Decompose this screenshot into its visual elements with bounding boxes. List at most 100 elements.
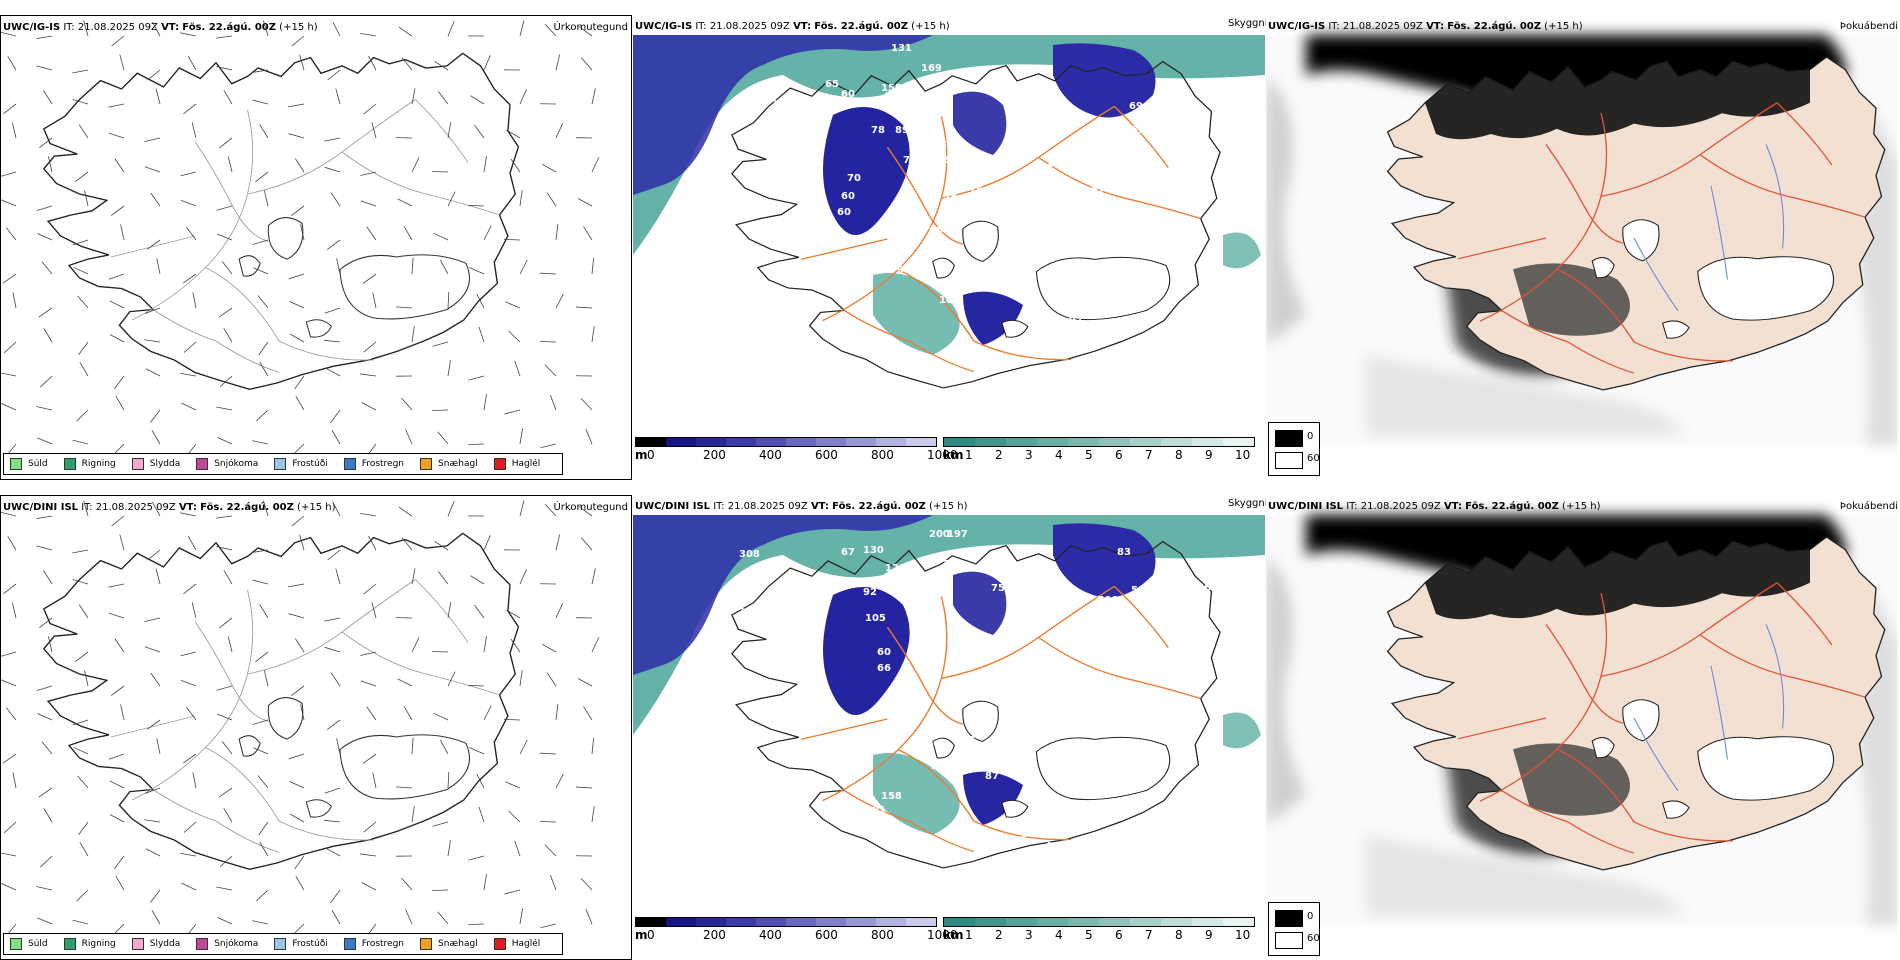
glacier-outline (239, 736, 260, 756)
colorbar-tick: 1 (965, 928, 973, 942)
glacier-outline (268, 698, 303, 740)
visibility-value: 66 (877, 663, 891, 674)
glacier-outline (306, 800, 331, 817)
legend-swatch (494, 458, 506, 470)
fog-legend-swatch (1275, 932, 1303, 949)
visibility-value: 72 (1171, 585, 1185, 596)
visibility-value: 158 (881, 791, 902, 802)
legend-swatch (274, 458, 286, 470)
glacier-outline (268, 218, 303, 260)
visibility-value: 261 (943, 559, 964, 570)
visibility-value: 83 (1117, 547, 1131, 558)
visibility-value: 103 (1053, 813, 1074, 824)
colorbar-tick: 9 (1205, 928, 1213, 942)
legend-swatch (132, 938, 144, 950)
legend-label: Frostúði (292, 939, 327, 949)
glacier-outline (340, 735, 470, 799)
precip-legend-item: Snæhagl (420, 458, 478, 470)
colorbar-tick: 5 (1085, 448, 1093, 462)
fog-indicator-map (1266, 495, 1898, 960)
legend-label: Rigning (82, 459, 116, 469)
visibility-value: 197 (947, 529, 968, 540)
visibility-value: 62 (1081, 813, 1095, 824)
legend-label: Haglél (512, 459, 541, 469)
visibility-value: 66 (1111, 595, 1125, 606)
glacier-outline (239, 256, 260, 276)
visibility-value: 99 (1071, 333, 1085, 344)
visibility-value: 83 (1059, 155, 1073, 166)
visibility-value: 96 (925, 177, 939, 188)
fog-legend-label: 0 (1307, 431, 1313, 442)
colorbar-kilometers (943, 917, 1255, 927)
visibility-value: 63 (1111, 169, 1125, 180)
road (415, 100, 468, 163)
visibility-value: 124 (881, 577, 902, 588)
visibility-value: 63 (1129, 135, 1143, 146)
visibility-value: 54 (1021, 829, 1035, 840)
legend-swatch (274, 938, 286, 950)
colorbar-tick: 6 (1115, 448, 1123, 462)
colorbar-kilometers (943, 437, 1255, 447)
colorbar-unit: km (943, 928, 963, 942)
coastline (44, 533, 519, 869)
glacier-outline (306, 320, 331, 337)
colorbar-tick: 9 (1205, 448, 1213, 462)
legend-label: Slydda (150, 459, 180, 469)
visibility-value: 59 (1085, 147, 1099, 158)
colorbar-meters (635, 917, 937, 927)
visibility-value: 318 (923, 577, 944, 588)
legend-swatch (10, 938, 22, 950)
visibility-value: 60 (841, 191, 855, 202)
precip-legend-item: Slydda (132, 458, 180, 470)
visibility-value: 105 (865, 613, 886, 624)
visibility-value: 155 (881, 83, 902, 94)
visibility-value: 97 (1069, 315, 1083, 326)
legend-label: Snjókoma (214, 459, 258, 469)
road (132, 590, 253, 800)
colorbar-tick: 400 (759, 448, 782, 462)
visibility-value: 75 (903, 155, 917, 166)
colorbar-tick: 7 (1145, 928, 1153, 942)
visibility-value: 61 (885, 241, 899, 252)
visibility-value: 172 (757, 99, 778, 110)
colorbar-tick: 800 (871, 928, 894, 942)
legend-swatch (344, 938, 356, 950)
colorbar-meters (635, 437, 937, 447)
visibility-value: 73 (1039, 163, 1053, 174)
visibility-value: 78 (871, 125, 885, 136)
panel-title: Skyggni (1228, 18, 1268, 29)
visibility-value: 76 (1097, 595, 1111, 606)
panel-precip-type-dini: UWC/DINI ISL IT: 21.08.2025 09Z VT: Fös.… (0, 495, 632, 960)
panel-visibility-igis: UWC/IG-IS IT: 21.08.2025 09Z VT: Fös. 22… (633, 15, 1265, 480)
legend-swatch (196, 458, 208, 470)
wind-map (1, 16, 632, 480)
visibility-value: 72 (919, 657, 933, 668)
visibility-value: 89 (1105, 155, 1119, 166)
visibility-value: 128 (885, 563, 906, 574)
colorbar-tick: 600 (815, 448, 838, 462)
legend-swatch (10, 458, 22, 470)
precip-legend-item: Slydda (132, 938, 180, 950)
fog-legend-label: 60 (1307, 453, 1320, 464)
fog-legend: 0 60 (1268, 422, 1320, 476)
visibility-value: 58 (835, 101, 849, 112)
visibility-value: 51 (1159, 131, 1173, 142)
precip-legend-item: Frostúði (274, 458, 327, 470)
visibility-value: 76 (961, 659, 975, 670)
visibility-value: 87 (985, 771, 999, 782)
colorbar-unit: m (635, 928, 648, 942)
colorbar-tick: 3 (1025, 448, 1033, 462)
visibility-value: 66 (929, 225, 943, 236)
colorbar-tick: 2 (995, 928, 1003, 942)
legend-label: Snæhagl (438, 939, 478, 949)
precip-legend-item: Haglél (494, 458, 541, 470)
visibility-value: 92 (863, 587, 877, 598)
precip-legend-item: Snæhagl (420, 938, 478, 950)
panel-fog-dini: UWC/DINI ISL IT: 21.08.2025 09Z VT: Fös.… (1266, 495, 1898, 960)
colorbar-tick: 600 (815, 928, 838, 942)
colorbar-tick: 10 (1235, 448, 1250, 462)
